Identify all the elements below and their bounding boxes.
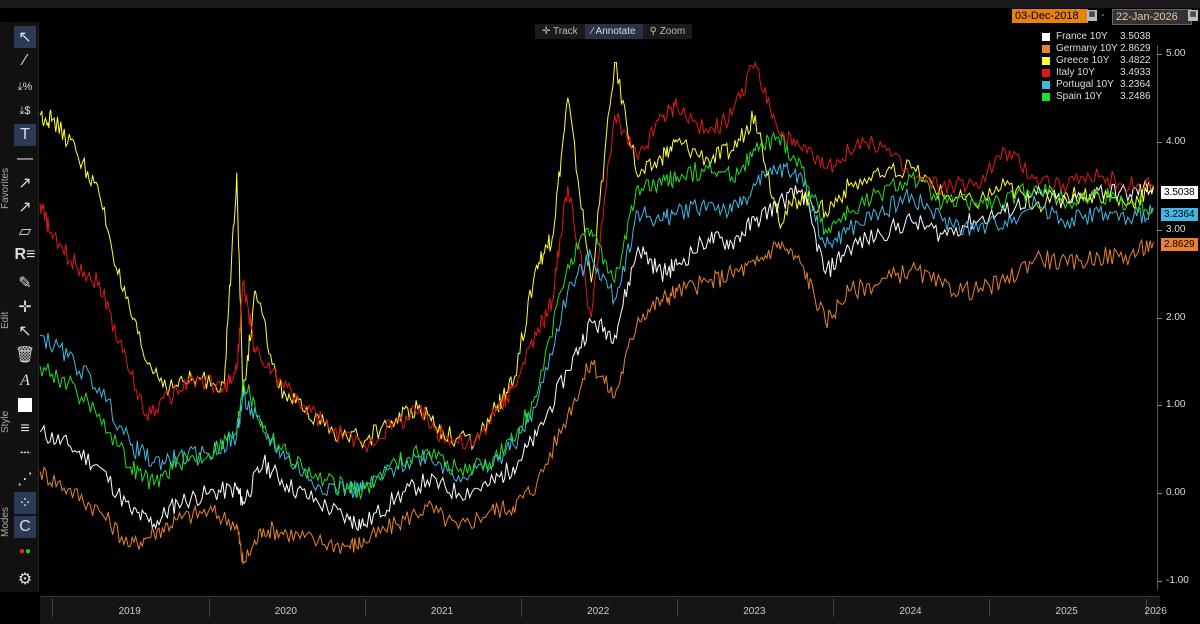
legend-item-portugal[interactable]: Portugal 10Y 3.2364 (1040, 79, 1152, 91)
x-year-separator (520, 599, 522, 617)
crosshair-icon: ✛ (542, 26, 551, 37)
series-line-greece-10y[interactable] (39, 61, 1154, 451)
horizontal-line-icon[interactable]: — (17, 150, 33, 167)
x-year-separator (833, 599, 835, 617)
color-dots-icon[interactable]: ● ● (18, 545, 32, 557)
y-tick-label: 4.00 (1166, 135, 1186, 147)
series-line-portugal-10y[interactable] (39, 161, 1154, 499)
x-tick-label: 2023 (743, 606, 766, 617)
trash-icon[interactable]: 🗑 (14, 347, 36, 364)
x-year-separator (989, 599, 991, 617)
y-tick-mark (1157, 229, 1162, 231)
start-date-field[interactable]: 03-Dec-2018 (1012, 9, 1088, 23)
line-style-icon[interactable]: ┄ (20, 445, 30, 462)
y-tick-mark (1157, 581, 1162, 583)
gear-icon[interactable]: ⚙ (17, 571, 33, 588)
line-weight-icon[interactable]: ≡ (20, 420, 30, 437)
x-tick-label: 2024 (899, 606, 922, 617)
x-tick-label: 2021 (430, 606, 454, 617)
tab-track[interactable]: ✛ Track (542, 26, 578, 37)
x-tick-label: 2026 (1144, 606, 1167, 617)
legend-item-spain[interactable]: Spain 10Y 3.2486 (1040, 91, 1152, 103)
mode-tabs: ✛ Track ∕ Annotate ⚲ Zoom (535, 24, 693, 39)
legend-swatch (1042, 93, 1050, 101)
x-year-separator (1145, 599, 1147, 617)
y-tick-label: 2.00 (1166, 311, 1186, 323)
y-tick-mark (1157, 405, 1162, 407)
date-separator: - (1101, 9, 1105, 21)
calendar-icon[interactable]: ▦ (1188, 10, 1198, 21)
x-tick-label: 2019 (118, 606, 141, 617)
legend: France 10Y 3.5038 Germany 10Y 2.8629 Greec… (1040, 31, 1152, 103)
select-edit-icon[interactable]: ↖ (18, 323, 32, 340)
tab-zoom[interactable]: ⚲ Zoom (649, 26, 686, 37)
calendar-icon[interactable]: ▦ (1087, 10, 1097, 21)
legend-item-germany[interactable]: Germany 10Y 2.8629 (1040, 43, 1152, 55)
legend-swatch (1042, 57, 1050, 65)
channel-tool-icon[interactable]: ▱ (18, 223, 32, 240)
ray-line-icon[interactable]: ↗ (18, 199, 32, 216)
legend-swatch (1042, 69, 1050, 77)
legend-item-france[interactable]: France 10Y 3.5038 (1040, 31, 1152, 43)
series-line-spain-10y[interactable] (39, 131, 1154, 500)
magnet-icon[interactable]: C (14, 516, 36, 538)
move-icon[interactable]: ✛ (18, 299, 32, 316)
x-tick-label: 2022 (587, 606, 610, 617)
percent-tool-icon[interactable]: ⤓% (17, 80, 33, 93)
pencil-icon[interactable]: ✎ (18, 275, 32, 292)
legend-swatch (1042, 81, 1050, 89)
legend-item-italy[interactable]: Italy 10Y 3.4933 (1040, 67, 1152, 79)
last-value-portugal: 3.2364 (1161, 208, 1198, 221)
x-year-separator (208, 599, 210, 617)
top-bar (0, 0, 1200, 8)
x-year-separator (364, 599, 366, 617)
dollar-tool-icon[interactable]: ⤓$ (19, 104, 31, 117)
pencil-icon: ∕ (591, 26, 594, 37)
y-tick-label: 0.00 (1166, 487, 1186, 499)
fill-color-icon[interactable] (14, 394, 36, 416)
dotted-line-icon[interactable]: ⋰ (17, 471, 33, 488)
last-value-france: 3.5038 (1161, 186, 1198, 199)
y-tick-mark (1157, 141, 1162, 143)
y-tick-label: -1.00 (1166, 575, 1189, 587)
trend-line-icon[interactable]: ↗ (18, 175, 32, 192)
series-line-france-10y[interactable] (39, 179, 1154, 532)
line-draw-icon[interactable]: ∕ (23, 52, 27, 69)
y-tick-label: 1.00 (1166, 399, 1186, 411)
last-value-germany: 2.8629 (1161, 238, 1198, 251)
x-tick-label: 2020 (274, 606, 297, 617)
series-line-germany-10y[interactable] (39, 238, 1154, 565)
x-year-separator (52, 599, 54, 617)
y-tick-mark (1157, 53, 1162, 55)
y-tick-label: 3.00 (1166, 223, 1186, 235)
cursor-tool-icon[interactable]: ↖ (14, 26, 36, 48)
magnifier-icon: ⚲ (649, 26, 657, 37)
x-year-separator (677, 599, 679, 617)
modes-network-icon[interactable]: ⁘ (14, 492, 36, 514)
legend-item-greece[interactable]: Greece 10Y 3.4822 (1040, 55, 1152, 67)
y-tick-label: 5.00 (1166, 47, 1186, 59)
regression-tool-icon[interactable]: R≡ (14, 246, 36, 263)
y-tick-mark (1157, 317, 1162, 319)
series-line-italy-10y[interactable] (39, 60, 1154, 454)
font-style-icon[interactable]: A (20, 372, 30, 389)
legend-swatch (1042, 33, 1050, 41)
chart-toolbar: ↖ ∕ ⤓% ⤓$ T — ↗ ↗ ▱ R≡ ✎ ✛ ↖ 🗑 A ≡ ┄ ⋰ ⁘… (0, 22, 39, 592)
text-tool-icon[interactable]: T (14, 124, 36, 146)
x-axis: 2019 2020 2021 2022 2023 2024 2025 2026 (40, 596, 1167, 624)
y-tick-mark (1157, 493, 1162, 495)
tab-annotate[interactable]: ∕ Annotate (584, 24, 643, 39)
legend-swatch (1042, 45, 1050, 53)
x-tick-label: 2025 (1055, 606, 1078, 617)
